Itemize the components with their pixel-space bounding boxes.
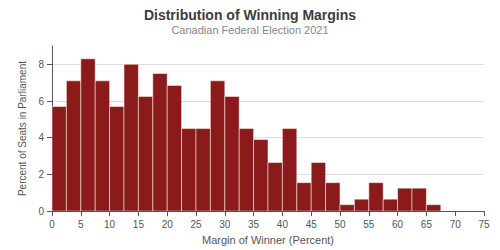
svg-text:15: 15 [133,219,145,230]
svg-text:25: 25 [190,219,202,230]
svg-text:65: 65 [421,219,433,230]
svg-text:55: 55 [363,219,375,230]
svg-text:Distribution of Winning Margin: Distribution of Winning Margins [144,7,356,23]
svg-text:70: 70 [450,219,462,230]
svg-text:75: 75 [478,219,490,230]
svg-text:5: 5 [78,219,84,230]
svg-text:0: 0 [38,206,44,217]
svg-text:60: 60 [392,219,404,230]
svg-text:Margin of Winner (Percent): Margin of Winner (Percent) [202,234,334,246]
svg-text:40: 40 [277,219,289,230]
svg-text:6: 6 [38,96,44,107]
svg-text:30: 30 [219,219,231,230]
svg-text:8: 8 [38,59,44,70]
svg-text:20: 20 [162,219,174,230]
svg-text:0: 0 [49,219,55,230]
svg-text:Canadian Federal Election 2021: Canadian Federal Election 2021 [171,24,328,36]
svg-text:45: 45 [306,219,318,230]
svg-text:35: 35 [248,219,260,230]
svg-text:2: 2 [38,169,44,180]
svg-text:4: 4 [38,132,44,143]
svg-text:50: 50 [334,219,346,230]
svg-text:Percent of Seats in Parliament: Percent of Seats in Parliament [17,61,28,196]
svg-text:10: 10 [104,219,116,230]
